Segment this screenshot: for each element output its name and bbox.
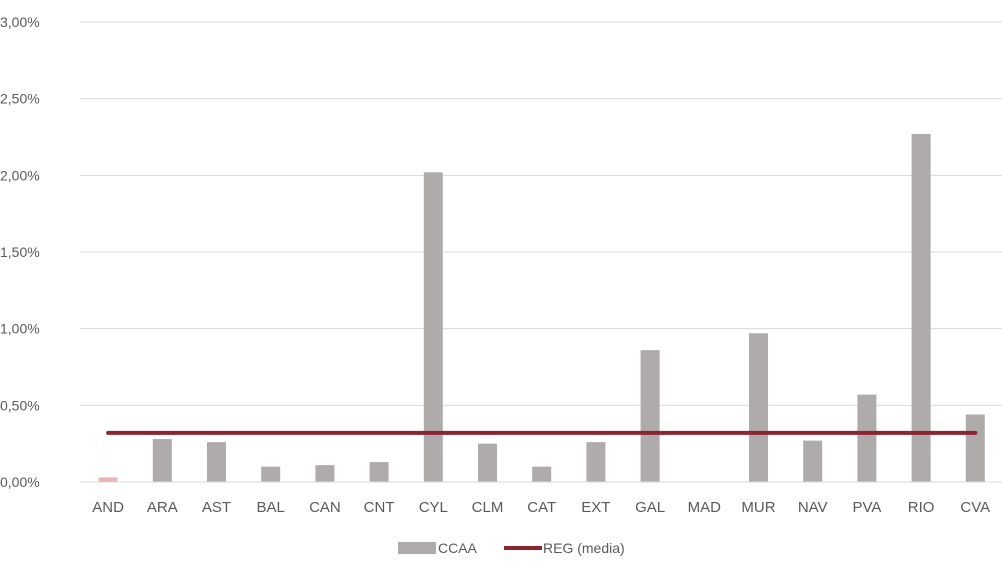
x-axis: AND ARA AST BAL CAN CNT CYL CLM CAT EXT GAL MAD MUR N… — [80, 481, 1002, 516]
bar-gal — [640, 350, 660, 482]
legend-swatch-ccaa — [398, 542, 436, 554]
bar-cat — [532, 466, 552, 482]
bar-cva — [965, 414, 985, 482]
x-tick-label: RIO — [908, 499, 935, 516]
legend-label-reg: REG (media) — [543, 540, 625, 556]
bar-rio — [911, 133, 931, 482]
x-tick-label: CAN — [309, 499, 341, 516]
legend: CCAA REG (media) — [398, 540, 625, 556]
x-tick-label: AND — [92, 499, 124, 516]
bar-ext — [586, 442, 606, 482]
legend-label-ccaa: CCAA — [438, 540, 478, 556]
bar-bal — [261, 466, 281, 482]
x-tick-label: CNT — [364, 499, 395, 516]
x-tick-label: CAT — [527, 499, 556, 516]
gridlines — [80, 21, 1002, 483]
x-tick-label: EXT — [581, 499, 610, 516]
bar-clm — [478, 443, 497, 482]
y-axis: 0,00% 0,50% 1,00% 1,50% 2,00% 2,50% 3,00% — [0, 14, 40, 490]
x-tick-label: BAL — [257, 499, 285, 516]
x-tick-label: ARA — [147, 499, 178, 516]
bar-cyl — [423, 172, 443, 482]
x-tick-label: AST — [202, 499, 231, 516]
y-tick-label: 0,00% — [0, 474, 40, 490]
bar-can — [315, 465, 335, 482]
bar-mur — [749, 333, 768, 482]
y-tick-label: 1,00% — [0, 321, 40, 337]
y-tick-label: 2,50% — [0, 91, 40, 107]
x-tick-label: CYL — [419, 499, 448, 516]
bar-ara — [152, 439, 172, 482]
x-tick-label: CLM — [472, 499, 504, 516]
bar-ast — [207, 442, 226, 482]
x-tick-label: NAV — [798, 499, 828, 516]
x-tick-label: GAL — [635, 499, 665, 516]
x-tick-label: PVA — [852, 499, 881, 516]
y-tick-label: 3,00% — [0, 14, 40, 30]
y-tick-label: 2,00% — [0, 167, 40, 183]
bar-and — [98, 477, 118, 482]
bar-pva — [857, 394, 877, 482]
bar-cnt — [369, 462, 389, 482]
x-tick-label: MUR — [741, 499, 775, 516]
x-tick-label: CVA — [960, 499, 990, 516]
x-tick-label: MAD — [688, 499, 722, 516]
bar-series — [98, 133, 985, 482]
y-tick-label: 0,50% — [0, 397, 40, 413]
y-tick-label: 1,50% — [0, 244, 40, 260]
bar-nav — [803, 440, 823, 482]
